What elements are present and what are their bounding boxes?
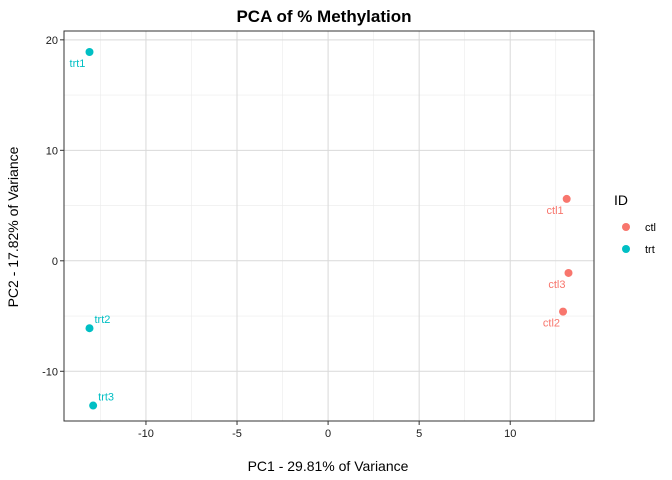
x-tick-label: -10: [138, 428, 154, 440]
point-label: trt1: [70, 58, 86, 70]
chart-title: PCA of % Methylation: [236, 7, 411, 26]
point-label: trt2: [94, 314, 110, 326]
point-label: ctl1: [547, 205, 564, 217]
data-point: [559, 307, 568, 316]
point-label: ctl2: [543, 318, 560, 330]
x-axis-title: PC1 - 29.81% of Variance: [248, 458, 409, 474]
y-tick-label: 20: [46, 35, 58, 47]
plot-area: -10 -5 0 5 10 -10 0 10 20 ctl1 ctl3 ctl2 trt1 trt2 trt…: [42, 30, 595, 440]
plot-border: [63, 30, 595, 422]
legend-label-ctl: ctl: [645, 222, 656, 234]
x-tick-label: 0: [325, 428, 331, 440]
data-point: [562, 194, 571, 203]
point-label: ctl3: [548, 279, 565, 291]
x-tick-label: -5: [232, 428, 242, 440]
data-point: [85, 47, 94, 56]
data-point: [89, 401, 98, 410]
legend-label-trt: trt: [645, 244, 655, 256]
y-tick-label: 10: [46, 145, 58, 157]
point-label: trt3: [98, 392, 114, 404]
legend: ID ctl trt: [614, 192, 656, 256]
legend-key-trt: [622, 245, 630, 253]
x-tick-label: 10: [504, 428, 516, 440]
y-tick-label: -10: [42, 366, 58, 378]
plot-background: [64, 31, 594, 421]
legend-title: ID: [614, 192, 628, 208]
legend-key-ctl: [622, 223, 630, 231]
data-point: [85, 324, 94, 333]
y-tick-label: 0: [52, 256, 58, 268]
data-point: [564, 268, 573, 277]
x-tick-label: 5: [416, 428, 422, 440]
y-axis-title: PC2 - 17.82% of Variance: [5, 146, 21, 307]
